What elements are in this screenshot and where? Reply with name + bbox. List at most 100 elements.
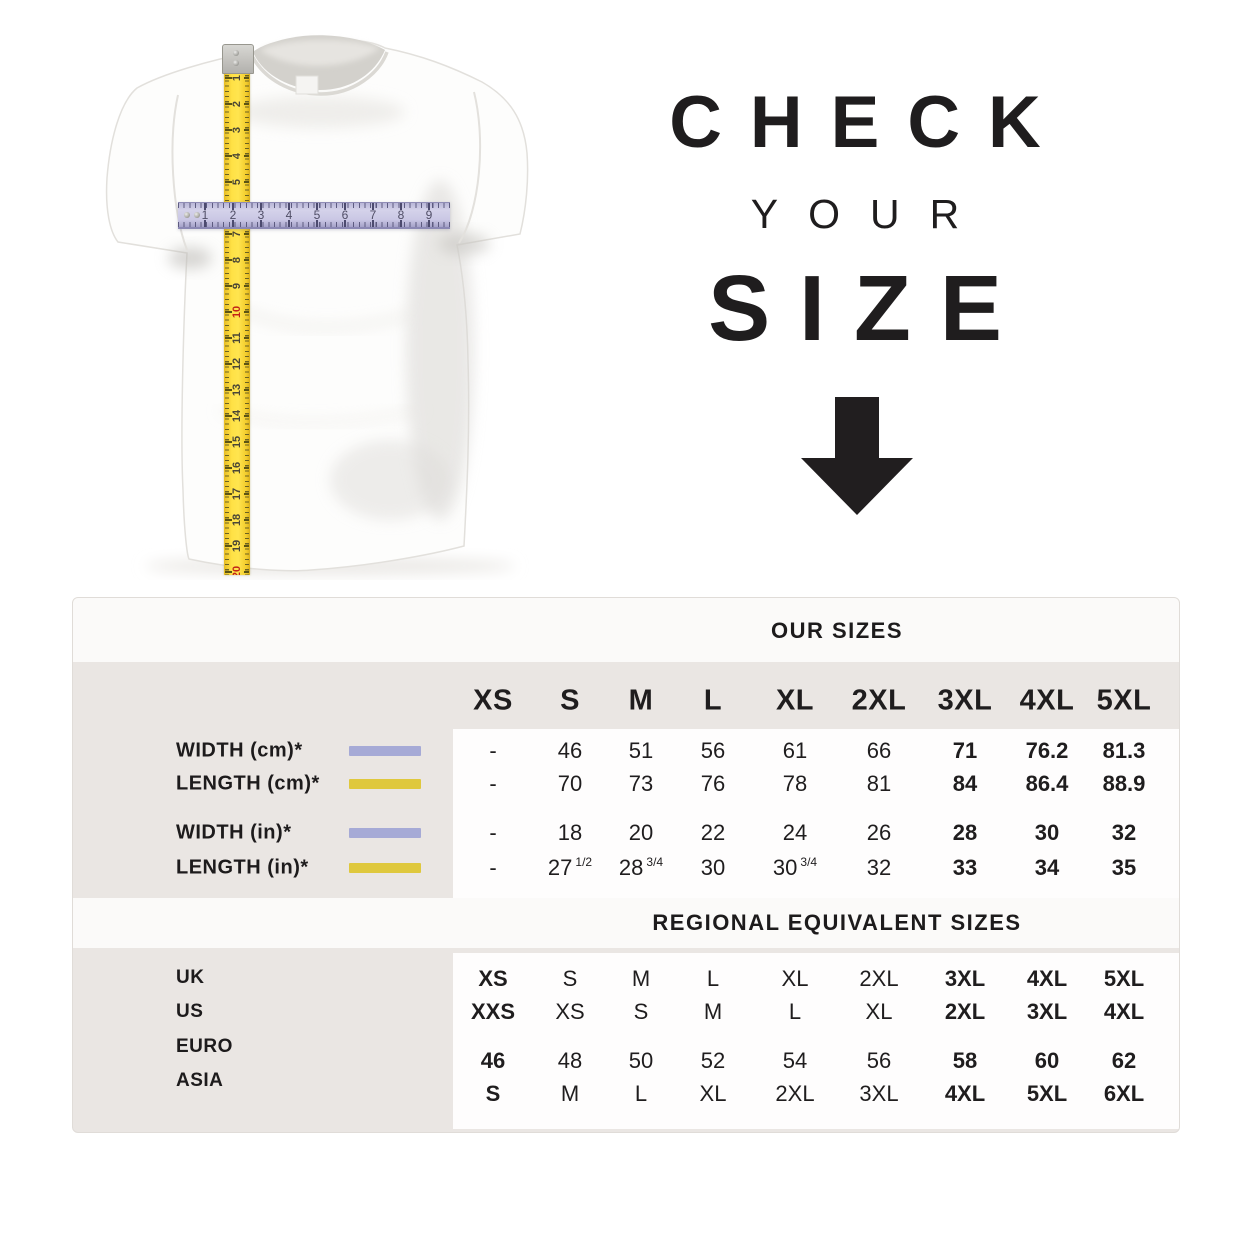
fraction: 1/2 [575, 855, 593, 869]
ruler-number: 5 [313, 208, 321, 222]
size-cell: L [706, 966, 720, 991]
size-cell: 73 [628, 771, 654, 796]
tape-number: 8 [231, 256, 243, 264]
tape-major-tick [225, 103, 232, 105]
size-cell: 50 [628, 1048, 654, 1073]
size-cell: - [489, 738, 497, 763]
tape-number: 14 [231, 409, 243, 423]
size-cell: M [628, 684, 654, 717]
tape-major-tick [244, 545, 249, 547]
size-cell: 32 [1111, 820, 1137, 845]
tape-major-tick [225, 233, 232, 235]
size-cell: 76.2 [1025, 738, 1069, 763]
regional-heading: REGIONAL EQUIVALENT SIZES [652, 910, 1022, 935]
size-cell: 33 [952, 855, 978, 880]
tape-number: 17 [231, 487, 243, 501]
tape-major-tick [225, 155, 232, 157]
horizontal-ruler: 1 2 3 4 5 6 7 8 9 [178, 202, 450, 229]
size-cell: S [485, 1081, 501, 1106]
tape-number: 4 [231, 152, 243, 160]
tape-major-tick [225, 363, 232, 365]
ruler-major-tick [344, 203, 346, 210]
size-cell: 52 [700, 1048, 726, 1073]
size-cell: 2XL [775, 1081, 815, 1106]
row-label: ASIA [176, 1070, 224, 1091]
size-cell: 81 [866, 771, 892, 796]
size-cell: XS [473, 684, 513, 717]
ruler-ticks-bottom [178, 222, 450, 227]
tape-major-tick [244, 233, 249, 235]
tape-major-tick [225, 545, 232, 547]
fraction: 3/4 [800, 855, 818, 869]
tape-major-tick [225, 337, 232, 339]
ruler-number: 7 [369, 208, 377, 222]
size-cell: 3XL [937, 684, 993, 717]
row-label: WIDTH (cm)* [176, 739, 303, 762]
tape-ticks-left [225, 70, 229, 575]
size-cell: 46 [480, 1048, 506, 1073]
size-cell: 62 [1111, 1048, 1137, 1073]
size-cell: XL [865, 999, 893, 1024]
ruler-major-tick [372, 220, 374, 227]
size-cell: 78 [782, 771, 808, 796]
tape-major-tick [225, 519, 232, 521]
size-cell: 4XL [1026, 966, 1068, 991]
size-cell: 30 3/4 [772, 855, 818, 880]
tape-major-tick [244, 415, 249, 417]
size-cell: - [489, 820, 497, 845]
yellow-swatch [349, 779, 421, 789]
tape-major-tick [244, 493, 249, 495]
ruler-number: 2 [229, 208, 237, 222]
tape-major-tick [244, 311, 249, 313]
row-label: US [176, 1001, 204, 1022]
tape-number: 11 [231, 332, 243, 344]
ruler-major-tick [260, 203, 262, 210]
row-label: WIDTH (in)* [176, 821, 292, 844]
tape-major-tick [225, 467, 232, 469]
ruler-major-tick [428, 203, 430, 210]
tape-major-tick [225, 493, 232, 495]
size-cell: 66 [866, 738, 892, 763]
yellow-swatch [349, 863, 421, 873]
tape-major-tick [244, 129, 249, 131]
size-cell: 2XL [859, 966, 899, 991]
size-cell: 3XL [944, 966, 986, 991]
size-cell: 71 [952, 738, 978, 763]
size-cell: 70 [557, 771, 583, 796]
tape-major-tick [244, 259, 249, 261]
size-cell: L [788, 999, 802, 1024]
ruler-number: 4 [285, 208, 293, 222]
size-cell: XL [699, 1081, 727, 1106]
tape-number: 2 [231, 100, 243, 108]
size-cell: 3XL [859, 1081, 899, 1106]
size-cell: 61 [782, 738, 808, 763]
lavender-swatch [349, 746, 421, 756]
tape-major-tick [225, 441, 232, 443]
size-cell: 32 [866, 855, 892, 880]
ruler-major-tick [288, 220, 290, 227]
size-cell: 54 [782, 1048, 808, 1073]
size-cell: 81.3 [1102, 738, 1146, 763]
tshirt-graphic [105, 35, 529, 575]
tape-major-tick [244, 285, 249, 287]
size-cell: XS [478, 966, 508, 991]
tape-number: 3 [231, 126, 243, 134]
size-cell: XL [775, 684, 815, 717]
rivet [233, 60, 239, 66]
tape-major-tick [225, 129, 232, 131]
tape-major-tick [244, 103, 249, 105]
tape-major-tick [244, 181, 249, 183]
tape-major-tick [244, 571, 249, 573]
size-cell: 30 [700, 855, 726, 880]
size-cell: 2XL [944, 999, 986, 1024]
ruler-number: 6 [341, 208, 349, 222]
rivet [184, 212, 190, 218]
headline-your: YOUR [750, 191, 990, 237]
tape-number: 15 [231, 435, 243, 449]
tape-major-tick [244, 363, 249, 365]
tape-number: 12 [231, 357, 243, 371]
ruler-major-tick [204, 220, 206, 227]
rivet [233, 50, 239, 56]
size-cell: 35 [1111, 855, 1137, 880]
fraction: 3/4 [646, 855, 664, 869]
